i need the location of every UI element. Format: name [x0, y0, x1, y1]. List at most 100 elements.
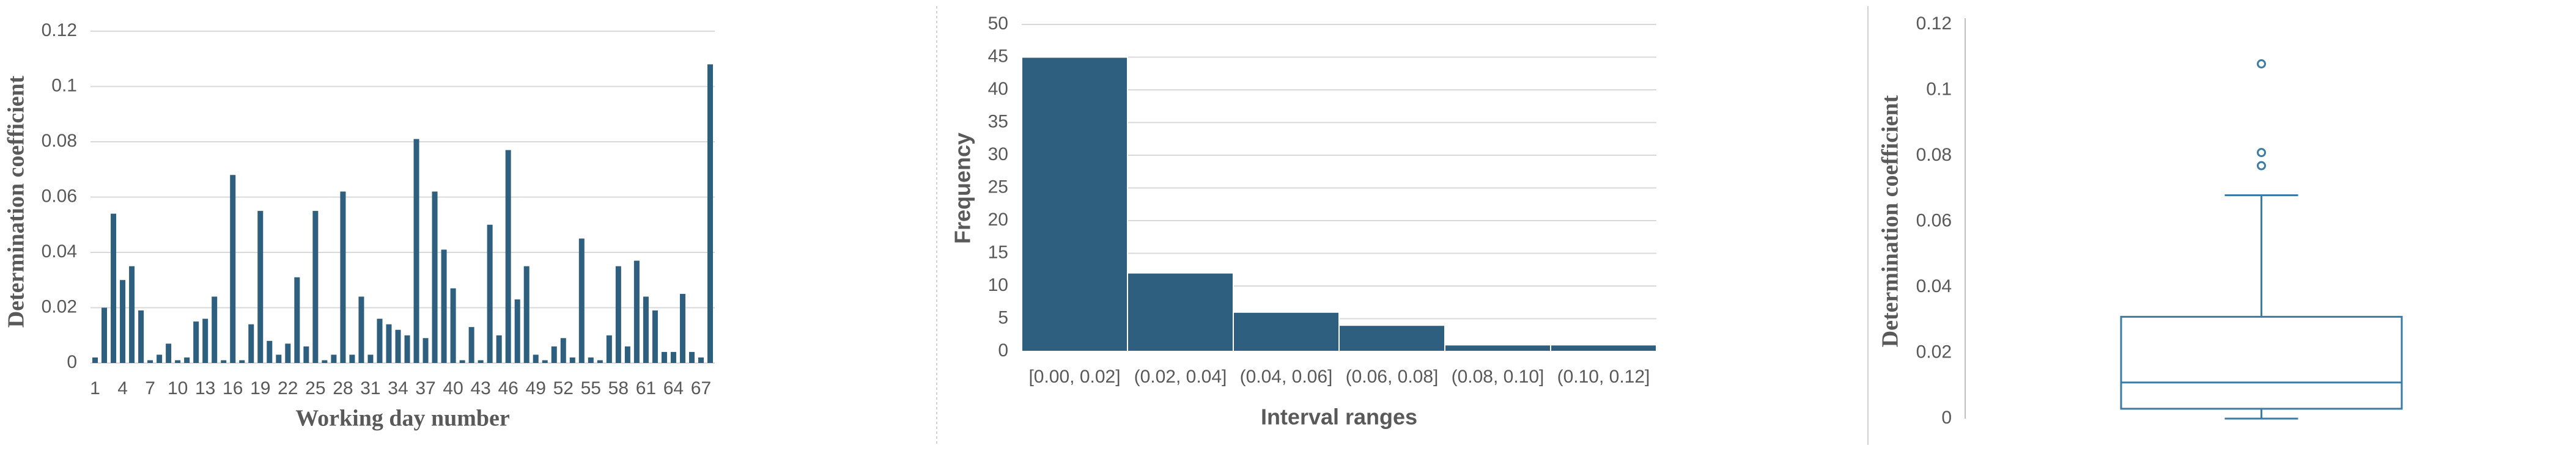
bar	[533, 354, 539, 363]
bar	[276, 354, 282, 363]
y-tick-label: 0.06	[42, 186, 77, 206]
bar	[331, 354, 337, 363]
outlier	[2257, 59, 2266, 68]
bar	[386, 324, 392, 363]
bar	[679, 293, 685, 363]
bar	[120, 280, 126, 363]
x-tick-label: 25	[305, 378, 325, 398]
y-tick-label: 0.02	[1916, 342, 1952, 362]
x-axis-title: Interval ranges	[1261, 405, 1417, 430]
bar	[551, 346, 557, 363]
bar	[1550, 344, 1657, 352]
x-tick-label: 22	[278, 378, 298, 398]
y-axis-title: Determination coefficient	[1878, 95, 1903, 347]
bar	[358, 296, 364, 363]
bar	[239, 360, 245, 363]
x-tick-label: 16	[223, 378, 243, 398]
x-tick-label: 67	[691, 378, 711, 398]
y-tick-label: 5	[998, 307, 1008, 328]
bar	[1127, 272, 1234, 352]
y-tick-label: 0.1	[51, 75, 77, 95]
bar	[588, 357, 594, 363]
y-tick-label: 20	[988, 210, 1008, 230]
bar	[166, 343, 172, 363]
bar	[569, 357, 575, 363]
x-tick-label: 58	[608, 378, 629, 398]
bar	[560, 338, 566, 363]
bar	[303, 346, 309, 363]
bar	[202, 318, 209, 363]
x-tick-label: 10	[168, 378, 188, 398]
x-tick-label: (0.06, 0.08]	[1346, 367, 1439, 387]
x-tick-label: (0.02, 0.04]	[1134, 367, 1227, 387]
y-tick-label: 0.12	[1916, 13, 1952, 34]
bar	[505, 150, 511, 363]
y-tick-label: 0	[998, 340, 1008, 361]
y-tick-label: 50	[988, 13, 1008, 34]
y-tick-label: 45	[988, 46, 1008, 66]
y-tick-label: 35	[988, 111, 1008, 131]
bar	[633, 260, 640, 363]
bar	[423, 338, 429, 363]
y-tick-label: 0	[67, 352, 77, 372]
bar	[487, 224, 493, 363]
x-tick-label: 64	[663, 378, 684, 398]
bar	[340, 191, 346, 363]
x-tick-label: 34	[388, 378, 408, 398]
x-tick-label: 31	[360, 378, 380, 398]
bar	[257, 211, 264, 363]
y-tick-label: 30	[988, 144, 1008, 164]
y-tick-label: 0.12	[42, 20, 77, 40]
x-tick-label: 19	[250, 378, 270, 398]
bar	[175, 360, 181, 363]
bar	[698, 357, 704, 363]
x-tick-label: 49	[526, 378, 546, 398]
bar	[707, 64, 713, 364]
bar	[285, 343, 291, 363]
y-tick-label: 0.08	[42, 131, 77, 151]
x-tick-label: 28	[333, 378, 353, 398]
bar	[459, 360, 465, 363]
y-axis-title: Frequency	[950, 133, 975, 244]
bar	[111, 213, 117, 363]
x-tick-label: (0.04, 0.06]	[1240, 367, 1333, 387]
bar	[597, 360, 603, 363]
bar	[688, 351, 695, 363]
bar	[230, 175, 236, 363]
bar	[221, 360, 227, 363]
bar	[1233, 311, 1340, 352]
y-tick-label: 40	[988, 79, 1008, 99]
x-tick-label: 13	[195, 378, 215, 398]
x-tick-label: 1	[90, 378, 100, 398]
x-tick-label: 61	[636, 378, 656, 398]
bar	[267, 340, 273, 363]
bar	[478, 360, 484, 363]
bar	[661, 351, 667, 363]
y-tick-label: 0.1	[1926, 79, 1952, 99]
x-tick-label: 40	[443, 378, 463, 398]
x-tick-label: 37	[415, 378, 435, 398]
y-tick-label: 0	[1941, 408, 1952, 428]
bar	[404, 335, 410, 363]
x-tick-label: (0.10, 0.12]	[1557, 367, 1650, 387]
bar	[395, 329, 401, 363]
bar	[496, 335, 502, 363]
y-tick-label: 10	[988, 275, 1008, 295]
bar	[643, 296, 649, 363]
x-tick-label: 7	[145, 378, 155, 398]
bar	[147, 360, 153, 363]
x-tick-label: [0.00, 0.02]	[1028, 367, 1120, 387]
bar	[624, 346, 630, 363]
x-axis-title: Working day number	[295, 406, 510, 431]
bar	[138, 310, 144, 363]
bar	[652, 310, 658, 363]
bar	[377, 318, 383, 363]
outlier	[2257, 148, 2266, 158]
bar	[101, 307, 108, 363]
bar	[367, 354, 374, 363]
bar	[248, 324, 254, 363]
y-tick-label: 15	[988, 242, 1008, 262]
bar	[606, 335, 612, 363]
bar	[92, 357, 98, 363]
